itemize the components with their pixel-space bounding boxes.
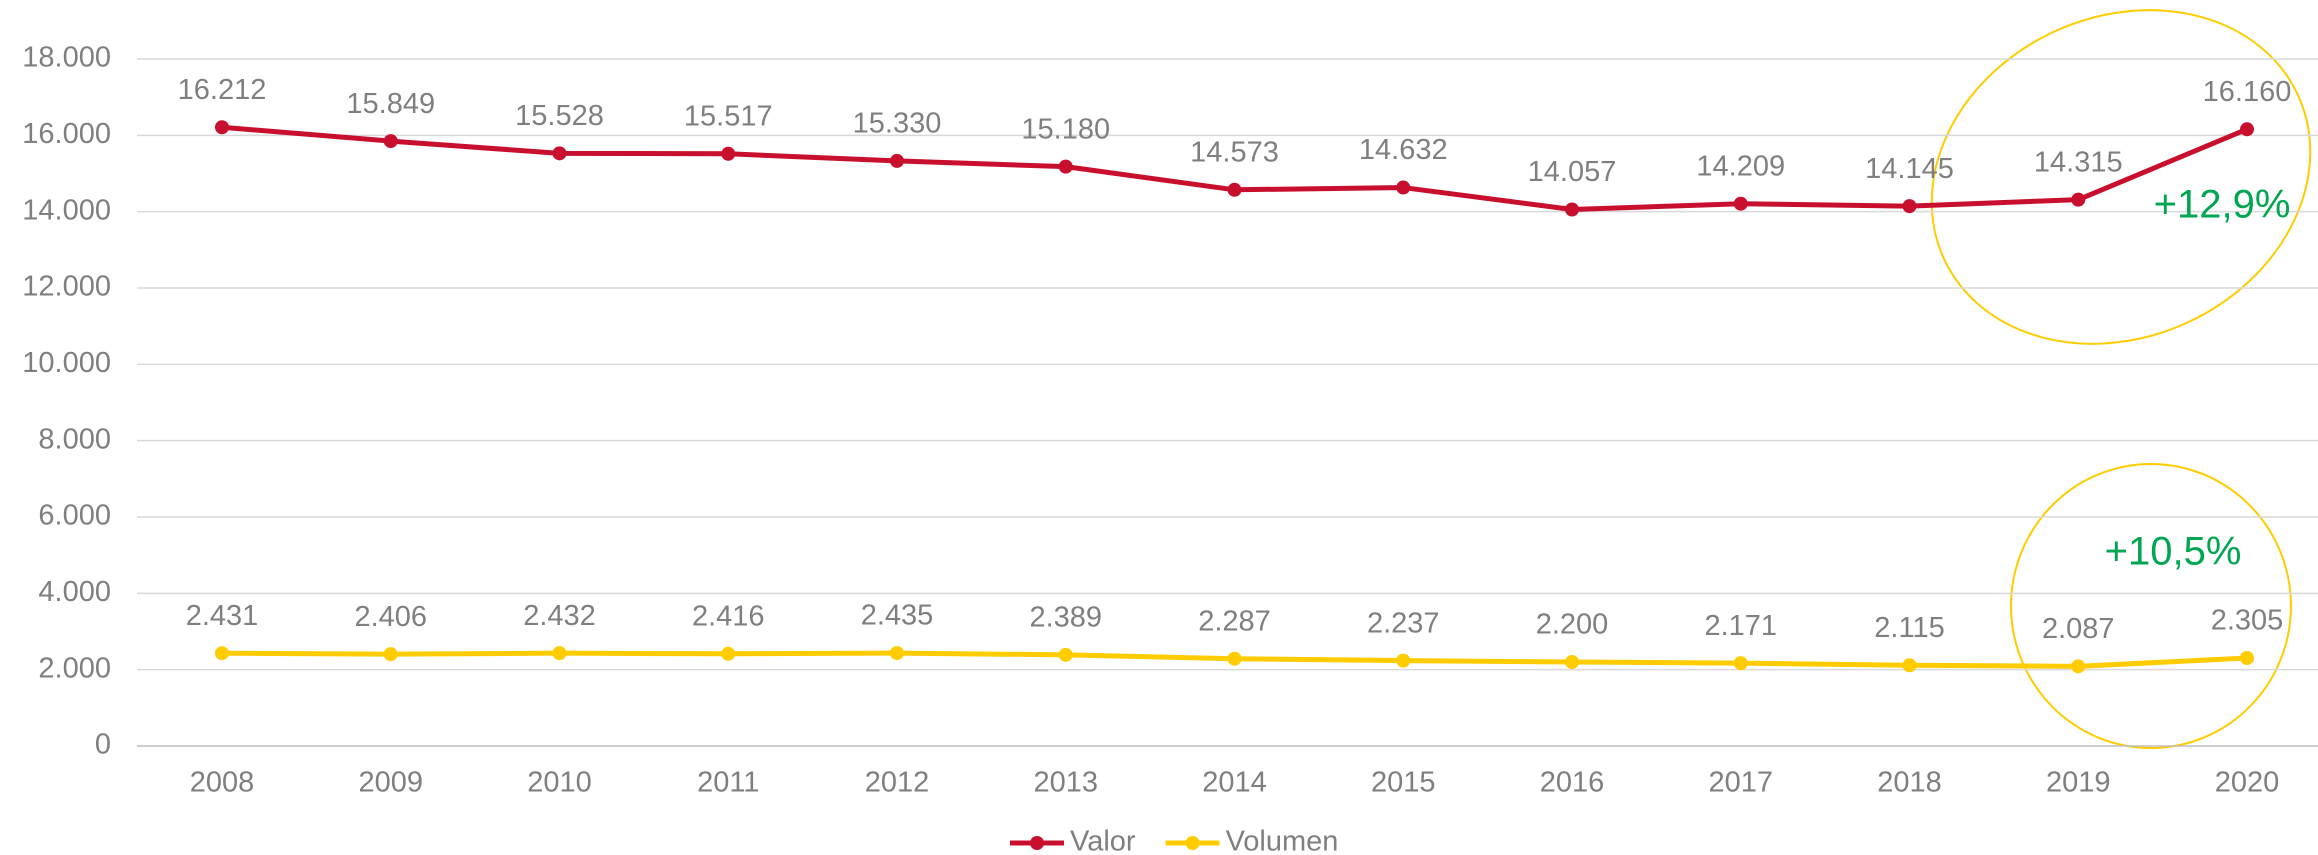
x-tick-label: 2020 <box>2215 767 2280 799</box>
highlight-ellipse <box>2010 463 2292 749</box>
y-tick-label: 12.000 <box>22 271 111 303</box>
data-point <box>1733 196 1748 211</box>
data-label: 2.432 <box>523 600 596 632</box>
data-point <box>1227 651 1242 666</box>
data-label: 2.406 <box>354 601 427 633</box>
data-label: 15.330 <box>853 108 942 140</box>
data-label: 2.389 <box>1029 601 1102 633</box>
data-point <box>552 646 567 661</box>
data-point <box>1565 202 1579 217</box>
data-label: 15.849 <box>346 88 435 120</box>
legend-marker <box>1030 836 1044 850</box>
y-tick-label: 0 <box>95 729 111 761</box>
data-label: 16.212 <box>178 74 267 106</box>
annotation: +10,5% <box>2105 530 2242 574</box>
x-tick-label: 2015 <box>1371 767 1436 799</box>
data-label: 2.287 <box>1198 605 1271 637</box>
data-point <box>383 647 398 662</box>
data-point <box>890 646 904 661</box>
y-tick-label: 8.000 <box>38 423 111 455</box>
data-label: 14.632 <box>1359 134 1448 166</box>
data-point <box>1733 656 1748 671</box>
data-label: 2.237 <box>1367 607 1440 639</box>
data-point <box>2071 192 2086 207</box>
legend-label: Volumen <box>1226 826 1339 855</box>
y-tick-label: 18.000 <box>22 42 111 74</box>
data-point <box>2071 659 2086 674</box>
data-point <box>1058 647 1073 662</box>
data-point <box>890 153 904 168</box>
data-point <box>2240 122 2254 137</box>
x-tick-label: 2017 <box>1708 767 1773 799</box>
data-label: 15.528 <box>515 100 604 132</box>
y-tick-label: 4.000 <box>38 576 111 608</box>
data-label: 2.200 <box>1536 609 1609 641</box>
data-point <box>1227 182 1242 197</box>
data-label: 2.087 <box>2042 613 2115 645</box>
data-label: 2.435 <box>861 600 934 632</box>
x-tick-label: 2012 <box>865 767 930 799</box>
data-point <box>383 134 398 149</box>
x-tick-label: 2019 <box>2046 767 2111 799</box>
data-point <box>2240 651 2254 666</box>
data-label: 14.057 <box>1528 156 1617 188</box>
x-tick-label: 2009 <box>358 767 423 799</box>
data-label: 14.145 <box>1865 153 1954 185</box>
data-label: 2.171 <box>1704 610 1777 642</box>
data-point <box>215 120 229 135</box>
data-label: 15.517 <box>684 100 773 132</box>
data-label: 16.160 <box>2203 76 2292 108</box>
x-tick-label: 2016 <box>1540 767 1605 799</box>
data-point <box>1058 159 1073 174</box>
x-tick-label: 2010 <box>527 767 592 799</box>
data-label: 15.180 <box>1021 113 1110 145</box>
data-point <box>1902 199 1917 214</box>
legend-label: Valor <box>1070 826 1136 855</box>
data-label: 14.315 <box>2034 146 2123 178</box>
data-point <box>721 146 736 161</box>
data-point <box>1396 180 1411 195</box>
y-tick-label: 16.000 <box>22 118 111 150</box>
data-point <box>1902 658 1917 673</box>
data-label: 14.209 <box>1696 150 1785 182</box>
data-point <box>1396 653 1411 668</box>
y-tick-label: 2.000 <box>38 652 111 684</box>
y-tick-label: 6.000 <box>38 500 111 532</box>
data-point <box>1565 655 1579 670</box>
data-label: 2.305 <box>2211 605 2284 637</box>
x-tick-label: 2013 <box>1033 767 1098 799</box>
data-point <box>552 146 567 161</box>
legend-marker <box>1185 836 1200 850</box>
annotation: +12,9% <box>2154 183 2291 227</box>
data-label: 2.115 <box>1874 612 1944 644</box>
data-label: 2.431 <box>186 600 259 632</box>
data-point <box>721 646 736 661</box>
x-tick-label: 2014 <box>1202 767 1267 799</box>
data-point <box>215 646 229 661</box>
x-tick-label: 2011 <box>697 767 759 799</box>
y-tick-label: 10.000 <box>22 347 111 379</box>
x-tick-label: 2018 <box>1877 767 1942 799</box>
y-tick-label: 14.000 <box>22 194 111 226</box>
x-tick-label: 2008 <box>190 767 255 799</box>
highlight-ellipse <box>1930 9 2312 345</box>
data-label: 2.416 <box>692 600 765 632</box>
data-label: 14.573 <box>1190 136 1279 168</box>
